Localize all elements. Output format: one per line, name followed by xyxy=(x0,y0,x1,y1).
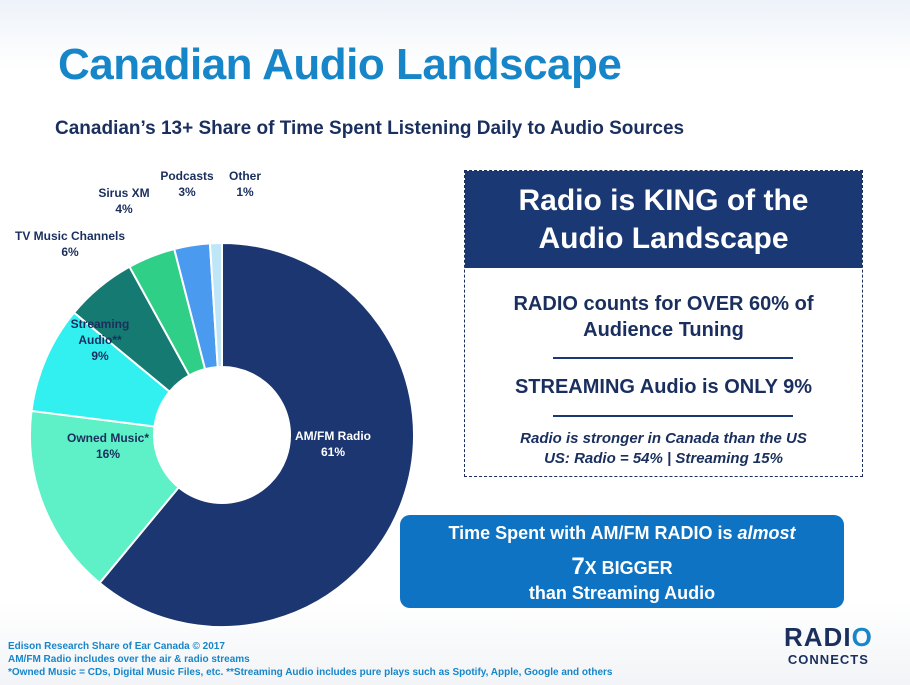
logo-connects: CONNECTS xyxy=(787,652,869,667)
radio-share-stat: RADIO counts for OVER 60% of Audience Tu… xyxy=(465,291,862,343)
logo-o: O xyxy=(851,622,873,652)
footnote-radio-definition: AM/FM Radio includes over the air & radi… xyxy=(8,654,250,665)
time-callout-multiplier: 7 xyxy=(571,553,585,580)
time-callout-line3: than Streaming Audio xyxy=(528,583,716,603)
radio-share-stat-line2: Audience Tuning xyxy=(583,319,744,341)
streaming-share-stat: STREAMING Audio is ONLY 9% xyxy=(514,376,813,398)
footnotes: Edison Research Share of Ear Canada © 20… xyxy=(8,640,612,679)
divider xyxy=(553,357,793,359)
page-title: Canadian Audio Landscape xyxy=(58,40,622,89)
radio-king-heading: Radio is KING of the Audio Landscape xyxy=(465,171,862,268)
slice-owned-music xyxy=(29,409,181,585)
radio-share-stat-line1: RADIO counts for OVER 60% of xyxy=(513,293,814,315)
donut-chart: AM/FM Radio 61% Owned Music* 16% Streaming Au… xyxy=(15,169,415,628)
radio-king-heading-line1: Radio is KING of the xyxy=(518,183,809,217)
footnote-source: Edison Research Share of Ear Canada © 20… xyxy=(8,641,225,652)
slice-label-podcasts: Podcasts 3% xyxy=(160,169,214,199)
logo-radi: RADI xyxy=(784,622,852,652)
slice-label-sirus-xm: Sirus XM 4% xyxy=(98,186,149,216)
radio-king-heading-line2: Audio Landscape xyxy=(538,221,789,255)
slice-label-tv-music-channels: TV Music Channels 6% xyxy=(15,229,125,259)
logo-wordmark: RADIO xyxy=(784,624,873,650)
slice-label-am-fm-radio: AM/FM Radio 61% xyxy=(295,429,371,459)
radio-connects-logo: RADIO CONNECTS xyxy=(784,624,873,667)
time-callout-bigger: X BIGGER xyxy=(584,558,673,578)
slice-other xyxy=(208,241,223,369)
time-callout-line2: 7X BIGGER xyxy=(400,553,844,581)
slice-am-fm-radio xyxy=(98,241,415,628)
slice-label-owned-music: Owned Music* 16% xyxy=(67,431,149,461)
time-spent-callout: Time Spent with AM/FM RADIO is almost 7X… xyxy=(400,515,844,608)
time-callout-prefix: Time Spent with AM/FM RADIO is xyxy=(448,523,738,543)
time-callout-almost: almost xyxy=(737,523,796,543)
us-comparison-note-line1: Radio is stronger in Canada than the US xyxy=(520,430,807,447)
radio-king-box: Radio is KING of the Audio Landscape RAD… xyxy=(464,170,863,477)
page-subtitle: Canadian’s 13+ Share of Time Spent Liste… xyxy=(55,118,685,139)
slice-label-other: Other 1% xyxy=(229,169,261,199)
time-callout-line1: Time Spent with AM/FM RADIO is almost xyxy=(400,523,844,544)
us-comparison-note: Radio is stronger in Canada than the US … xyxy=(465,429,862,469)
divider xyxy=(553,415,793,417)
us-comparison-note-line2: US: Radio = 54% | Streaming 15% xyxy=(544,450,783,467)
slice-label-streaming-audio: Streaming Audio** 9% xyxy=(71,317,130,363)
footnote-definitions: *Owned Music = CDs, Digital Music Files,… xyxy=(8,667,613,678)
